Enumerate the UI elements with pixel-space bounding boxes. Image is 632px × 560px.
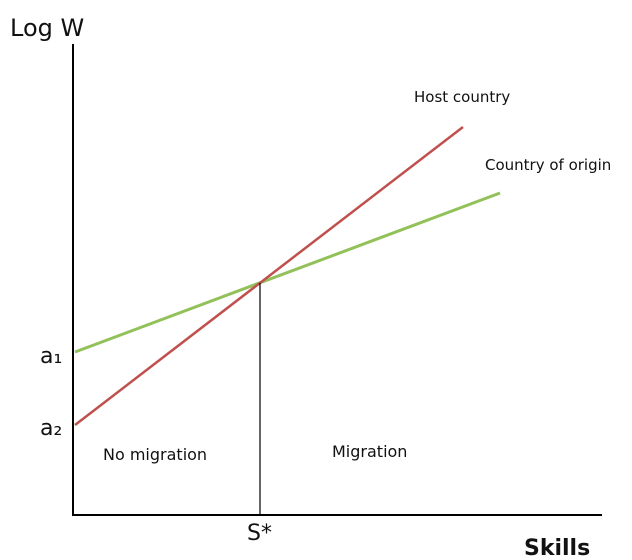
intercept-label: a₁ [40,344,62,369]
region-label: No migration [103,445,207,464]
threshold-label: S* [247,521,272,546]
x-axis-label: Skills [524,536,590,560]
intercept-label: a₂ [40,416,62,441]
origin-line [74,191,501,354]
host-line [74,126,464,426]
host-label: Host country [414,88,510,106]
region-label: Migration [332,442,407,461]
y-axis-label: Log W [10,14,84,42]
origin-label: Country of origin [485,156,611,174]
